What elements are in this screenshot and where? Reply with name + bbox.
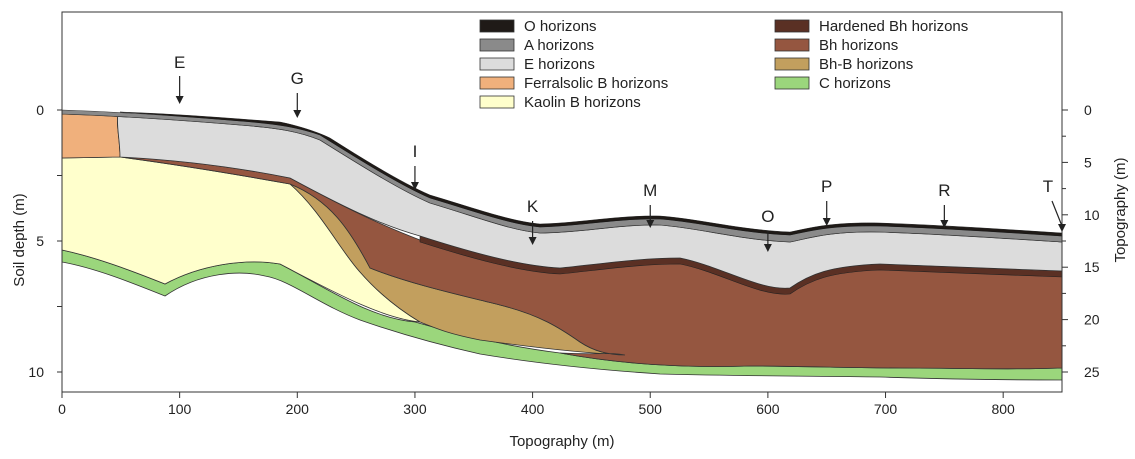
x-tick-label: 100: [168, 401, 192, 417]
legend-label: A horizons: [524, 37, 594, 54]
legend-swatch: [479, 38, 515, 52]
profile-marker-label: O: [761, 207, 774, 226]
profile-marker-arrowhead: [822, 218, 831, 226]
legend-swatch: [479, 95, 515, 109]
plot-frame: [61, 11, 1063, 393]
y-right-tick-label: 10: [1084, 207, 1100, 223]
x-axis-title: Topography (m): [509, 433, 614, 450]
legend-label: Bh horizons: [819, 37, 898, 54]
legend-swatch: [479, 57, 515, 71]
legend-swatch: [774, 76, 810, 90]
profile-marker-arrowhead: [528, 237, 537, 245]
profile-marker-arrowhead: [410, 182, 419, 190]
legend-label: Kaolin B horizons: [524, 94, 641, 111]
x-tick-label: 300: [403, 401, 427, 417]
profile-marker-label: M: [643, 181, 657, 200]
legend-swatch: [774, 19, 810, 33]
legend-swatch: [774, 57, 810, 71]
legend-label: Bh-B horizons: [819, 56, 913, 73]
y-axis-left-title: Soil depth (m): [11, 193, 28, 286]
legend-swatch: [479, 19, 515, 33]
profile-marker-label: G: [291, 69, 304, 88]
x-tick-label: 700: [874, 401, 898, 417]
legend-swatch: [479, 76, 515, 90]
x-tick-label: 500: [639, 401, 663, 417]
legend-label: O horizons: [524, 18, 597, 35]
x-tick-label: 400: [521, 401, 545, 417]
profile-marker-arrowhead: [293, 110, 302, 118]
y-right-tick-label: 20: [1084, 312, 1100, 328]
y-axis-right-title: Topography (m): [1112, 157, 1129, 262]
legend-label: Hardened Bh horizons: [819, 18, 968, 35]
soil-layers: [61, 109, 1063, 381]
y-right-tick-label: 5: [1084, 154, 1092, 170]
y-right-tick-label: 0: [1084, 102, 1092, 118]
profile-marker-arrowhead: [1058, 224, 1066, 232]
x-tick-label: 800: [991, 401, 1015, 417]
y-left-tick-label: 0: [36, 102, 44, 118]
profile-marker-arrowhead: [646, 220, 655, 228]
profile-marker-arrow: [1051, 200, 1063, 227]
legend-swatch: [774, 38, 810, 52]
legend: O horizons A horizons E horizons Ferralsoli…: [479, 18, 968, 111]
x-tick-label: 600: [756, 401, 780, 417]
profile-marker-label: P: [821, 177, 832, 196]
legend-label: C horizons: [819, 75, 891, 92]
y-left-tick-label: 10: [28, 364, 44, 380]
y-right-tick-label: 25: [1084, 364, 1100, 380]
ferralsolic-b-horizons-layer: [61, 113, 121, 159]
legend-label: E horizons: [524, 56, 595, 73]
profile-marker-label: E: [174, 53, 185, 72]
x-tick-label: 200: [286, 401, 310, 417]
profile-marker-label: T: [1043, 177, 1053, 196]
profile-marker-label: I: [413, 142, 418, 161]
legend-label: Ferralsolic B horizons: [524, 75, 668, 92]
profile-markers: E G I K M O P R T: [174, 53, 1066, 252]
x-tick-label: 0: [58, 401, 66, 417]
profile-marker-arrowhead: [175, 96, 184, 104]
profile-marker-arrowhead: [940, 220, 949, 228]
profile-marker-arrowhead: [763, 244, 772, 252]
profile-marker-label: R: [938, 181, 950, 200]
y-right-tick-label: 15: [1084, 259, 1100, 275]
profile-marker-label: K: [527, 197, 539, 216]
y-left-tick-label: 5: [36, 233, 44, 249]
